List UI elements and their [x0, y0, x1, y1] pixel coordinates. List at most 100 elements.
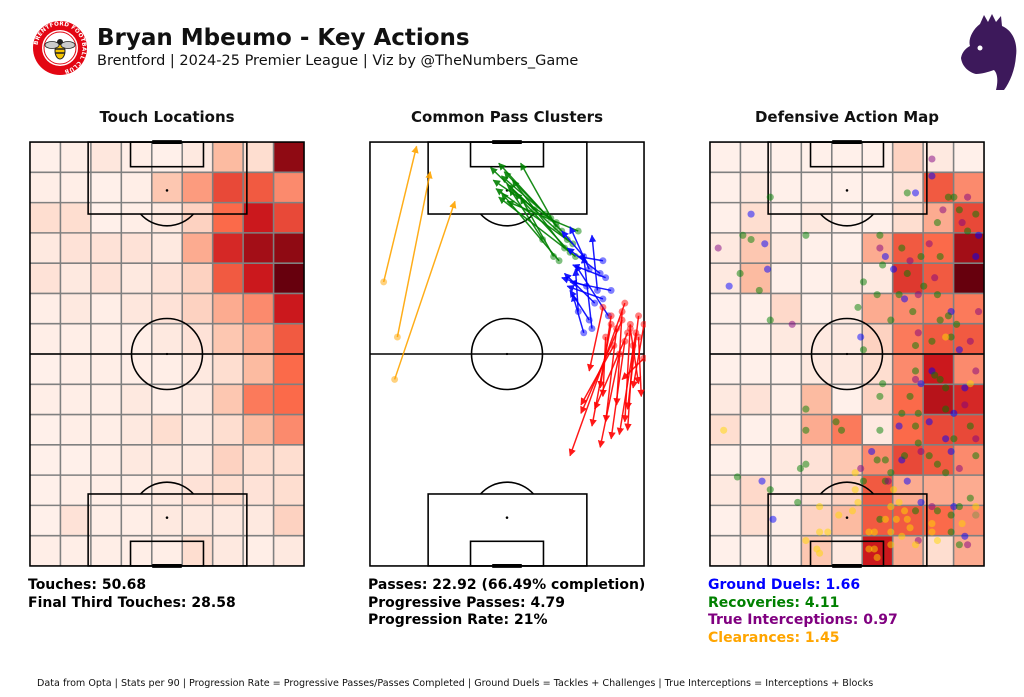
heatmap-cell: [770, 323, 802, 354]
heatmap-cell: [862, 142, 893, 173]
pass-origin-dot: [599, 303, 607, 311]
heatmap-cell: [121, 475, 152, 506]
heatmap-cell: [29, 172, 61, 203]
defensive-action-point: [873, 456, 881, 464]
touch-locations-title: Touch Locations: [99, 108, 235, 126]
heatmap-cell: [60, 172, 91, 203]
heatmap-cell: [121, 202, 152, 233]
defensive-action-point: [942, 435, 950, 443]
defensive-action-point: [890, 265, 898, 273]
defensive-action-point: [884, 477, 892, 485]
defensive-action-point: [942, 333, 950, 341]
heatmap-cell: [709, 475, 741, 506]
heatmap-cell: [243, 323, 274, 354]
defensive-action-point: [887, 469, 895, 477]
penalty-arc: [479, 481, 535, 495]
heatmap-cell: [923, 263, 954, 294]
defensive-action-point: [901, 295, 909, 303]
defensive-action-point: [763, 265, 772, 273]
defensive-action-point: [895, 291, 903, 299]
heatmap-cell: [121, 444, 152, 476]
center-circle: [810, 317, 884, 391]
defensive-action-point: [950, 409, 958, 417]
defensive-action-point: [714, 244, 722, 252]
defensive-action-point: [931, 371, 939, 379]
defensive-action-point: [890, 486, 898, 494]
pass-arrow: [566, 284, 604, 300]
defensive-action-point: [947, 511, 955, 519]
defensive-action-point: [876, 426, 884, 434]
heatmap-cell: [29, 263, 61, 294]
heatmap-cell: [243, 535, 274, 566]
heatmap-cell: [273, 384, 305, 415]
heatmap-cell: [212, 444, 244, 476]
pass-stats: Passes: 22.92 (66.49% completion) Progre…: [368, 577, 645, 630]
defensive-action-point: [917, 498, 925, 506]
heatmap-cell: [953, 354, 985, 385]
pass-origin-dot: [602, 274, 610, 282]
heatmap-cell: [90, 354, 122, 385]
heatmap-cell: [90, 414, 122, 445]
heatmap-cell: [770, 414, 802, 445]
defensive-action-point: [766, 316, 774, 324]
defensive-action-point: [903, 477, 911, 485]
heatmap-cell: [90, 535, 122, 566]
pass-arrow: [561, 230, 585, 257]
heatmap-cell: [243, 172, 274, 203]
defensive-action-point: [950, 435, 958, 443]
pass-origin-dot: [555, 257, 563, 265]
heatmap-cell: [212, 293, 244, 324]
heatmap-cell: [831, 323, 863, 354]
defensive-action-point: [911, 367, 920, 375]
heatmap-cell: [121, 354, 152, 385]
heatmap-cell: [243, 384, 274, 415]
pass-origin-dot: [380, 278, 388, 286]
heatmap-cell: [182, 384, 213, 415]
defensive-action-point: [944, 193, 952, 201]
clearances-stat: Clearances: 1.45: [708, 629, 840, 646]
defensive-action-point: [857, 333, 865, 341]
defensive-action-point: [903, 189, 911, 197]
heatmap-cell: [90, 475, 122, 506]
heatmap-cell: [60, 414, 91, 445]
heatmap-cell: [801, 142, 832, 173]
heatmap-cell: [212, 232, 244, 264]
defensive-action-point: [733, 473, 741, 481]
defensive-action-point: [958, 219, 966, 227]
defensive-action-point: [966, 337, 974, 345]
heatmap-cell: [29, 384, 61, 415]
defensive-action-point: [870, 545, 878, 553]
heatmap-cell: [182, 293, 213, 324]
heatmap-cell: [953, 384, 985, 415]
defensive-action-point: [974, 231, 983, 239]
defensive-action-point: [920, 282, 928, 290]
recoveries-stat: Recoveries: 4.11: [708, 594, 840, 611]
heatmap-cell: [862, 354, 893, 385]
progression-rate-stat: Progression Rate: 21%: [368, 612, 548, 628]
defensive-action-point: [873, 553, 881, 562]
pass-clusters-title: Common Pass Clusters: [411, 108, 603, 126]
heatmap-cell: [953, 535, 985, 566]
heatmap-cell: [801, 263, 832, 294]
heatmap-cell: [60, 323, 91, 354]
true-interceptions-stat: True Interceptions: 0.97: [708, 612, 898, 628]
defensive-action-point: [936, 316, 944, 324]
defensive-action-point: [961, 384, 969, 392]
heatmap-cell: [831, 263, 863, 294]
pass-origin-dot: [593, 286, 601, 294]
heatmap-cell: [862, 263, 893, 294]
heatmap-cell: [121, 172, 152, 203]
heatmap-cell: [60, 263, 91, 294]
pass-origin-dot: [391, 375, 399, 383]
heatmap-cell: [923, 142, 954, 173]
heatmap-cell: [709, 354, 741, 385]
defensive-action-point: [933, 291, 941, 299]
defensive-action-point: [879, 380, 887, 388]
penalty-arc: [479, 213, 535, 227]
defensive-action-point: [933, 219, 941, 227]
heatmap-cell: [182, 505, 213, 536]
heatmap-cell: [273, 414, 305, 445]
heatmap-cell: [831, 354, 863, 385]
defensive-action-point: [901, 452, 909, 460]
pass-arrow: [393, 200, 457, 380]
